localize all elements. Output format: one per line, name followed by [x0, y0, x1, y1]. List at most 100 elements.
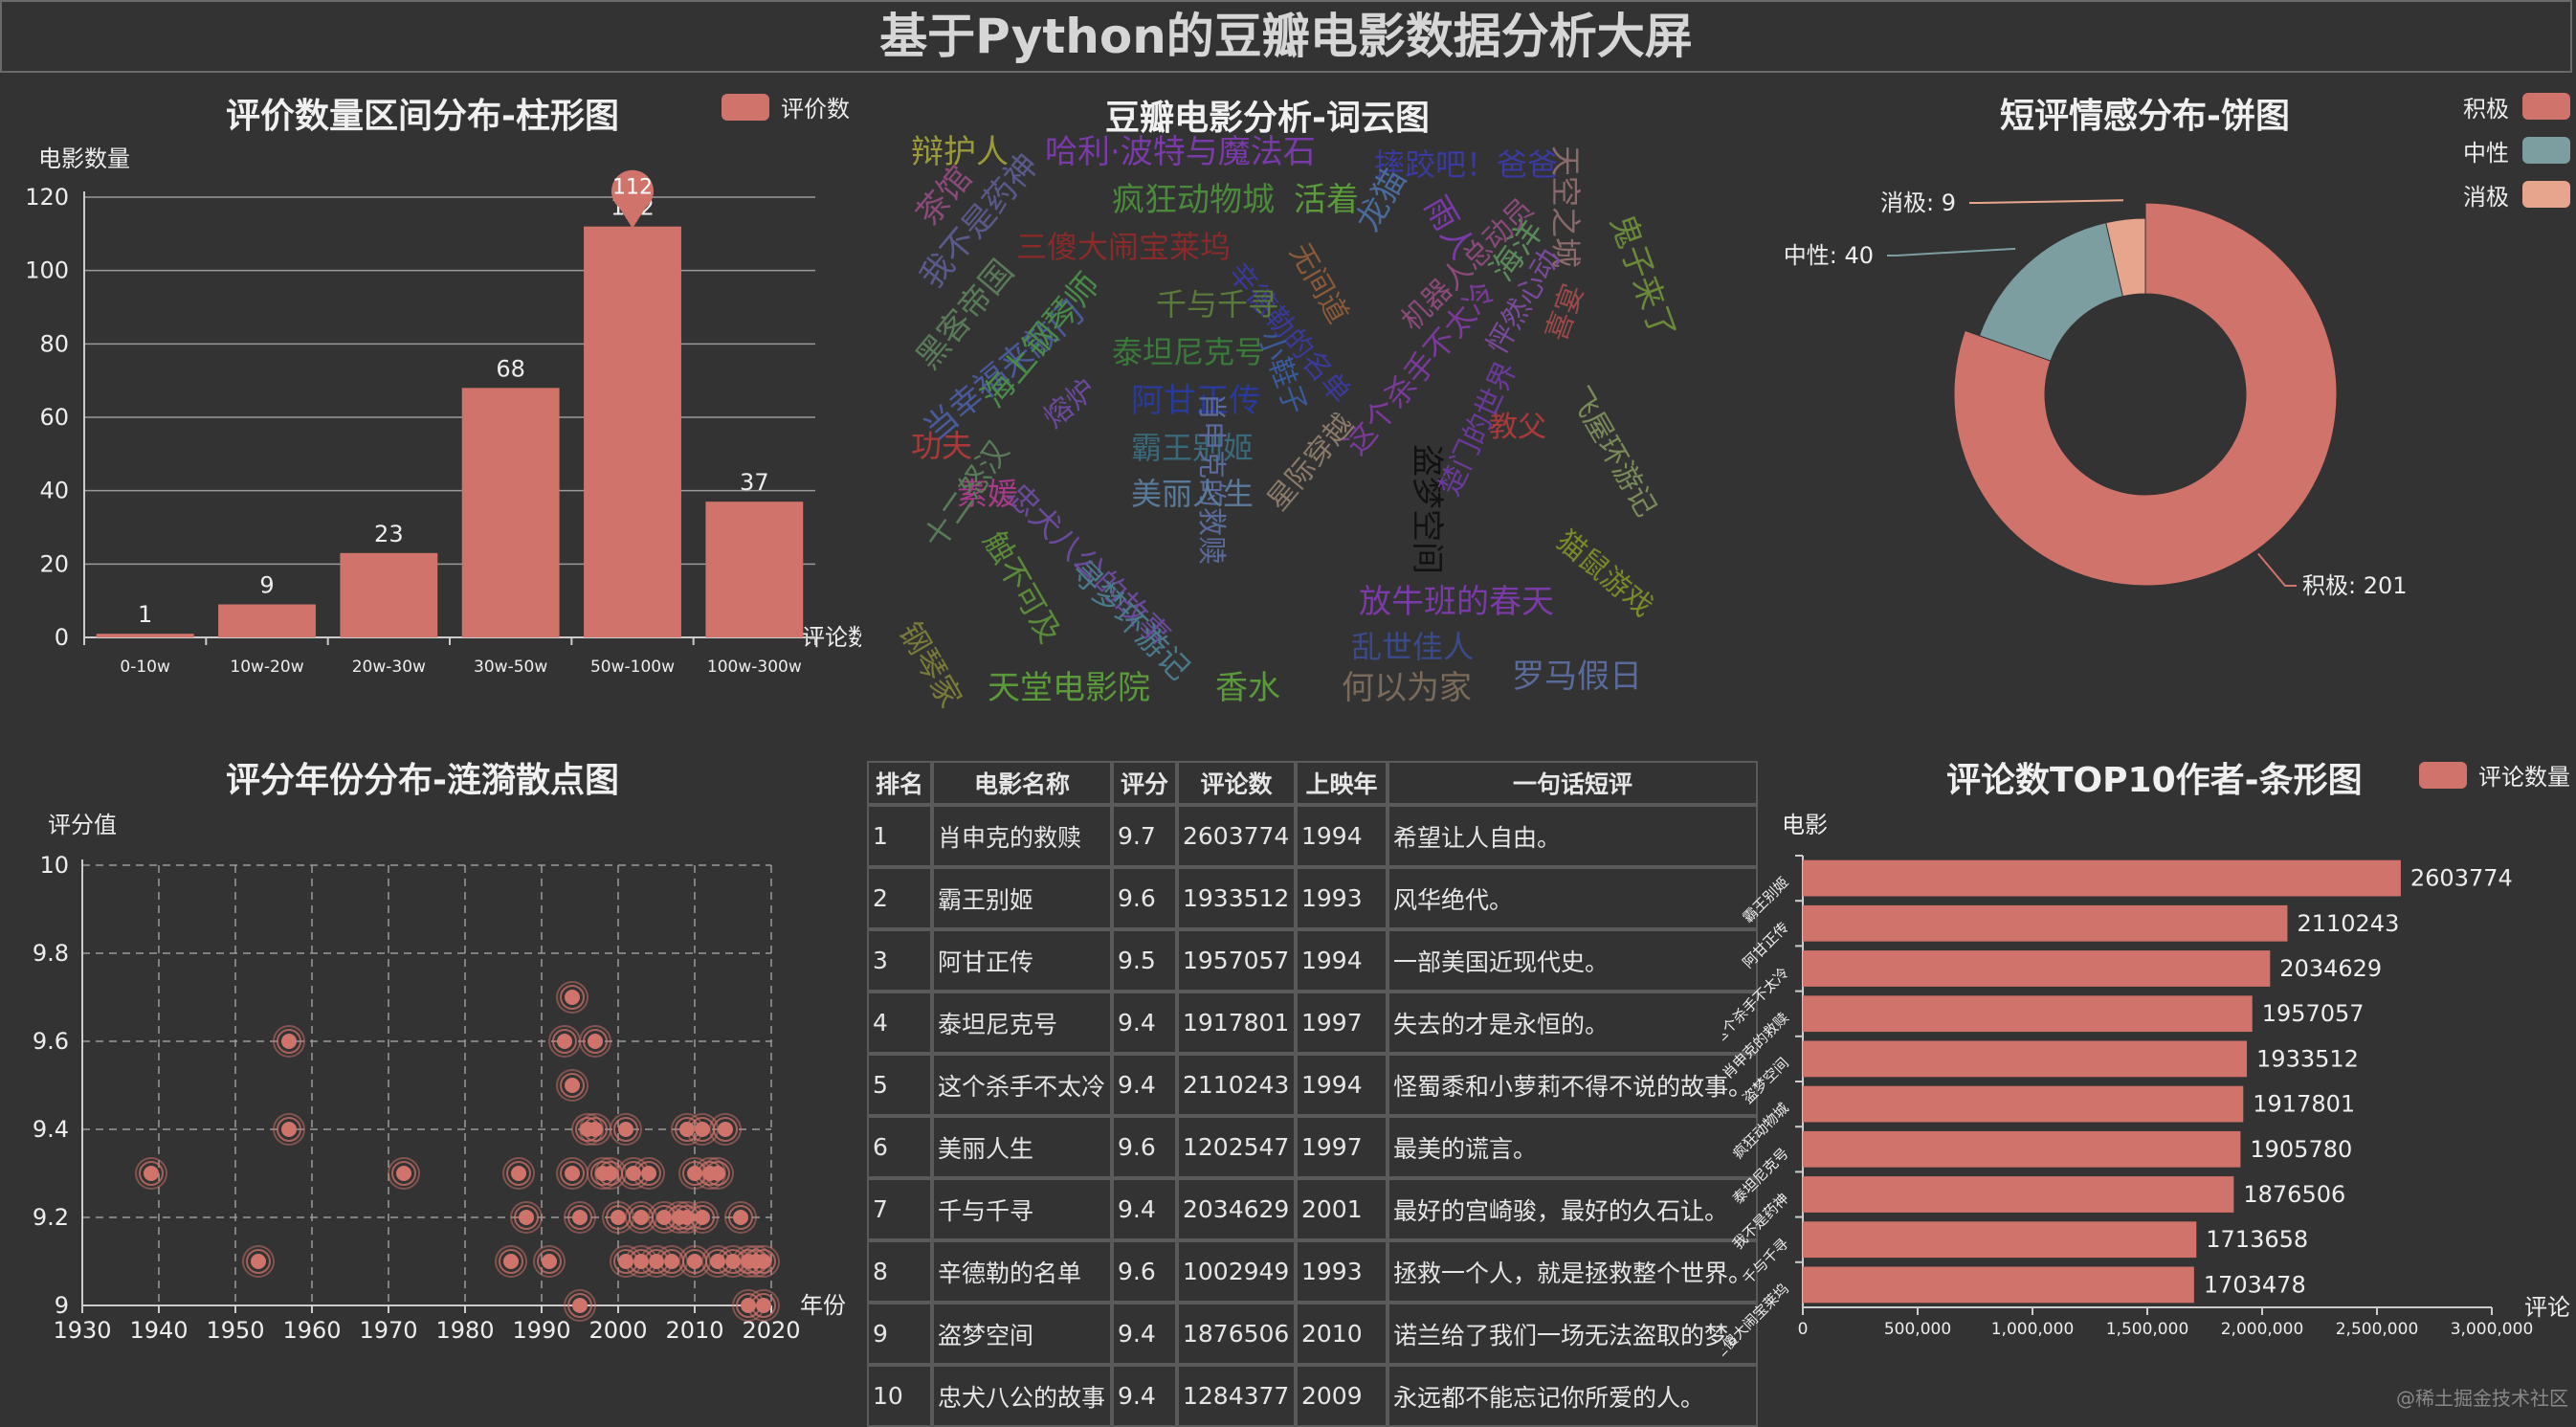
table-cell: 拯救一个人，就是拯救整个世界。: [1388, 1240, 1759, 1303]
legend-item-positive[interactable]: 积极: [2463, 84, 2570, 128]
pie-label-line: [1969, 199, 2123, 204]
bar-50w-100w: [584, 226, 681, 637]
table-cell: 9.4: [1112, 992, 1177, 1054]
table-cell: 忠犬八公的故事: [932, 1365, 1112, 1427]
table-cell: 诺兰给了我们一场无法盗取的梦。: [1388, 1303, 1759, 1365]
table-row: 7 千与千寻 9.4 2034629 2001 最好的宫崎骏，最好的久石让。: [867, 1178, 1759, 1240]
table-cell: 1993: [1296, 867, 1388, 929]
table-cell: 阿甘正传: [932, 929, 1112, 992]
table-row: 3 阿甘正传 9.5 1957057 1994 一部美国近现代史。: [867, 929, 1759, 992]
y-tick-label: 0: [55, 624, 69, 651]
hbar-chart-panel: 评论数TOP10作者-条形图 评论数量 电影 评论 0 500,000 1,000,00…: [1722, 737, 2576, 1416]
pie-slice-消极: [2105, 217, 2146, 298]
pie-slice-中性: [1978, 222, 2124, 362]
scatter-point: [556, 1069, 588, 1102]
x-tick-label: 2,000,000: [2221, 1320, 2304, 1339]
bar-value-label: 1713658: [2206, 1226, 2308, 1253]
y-tick-label: 9.8: [33, 940, 69, 967]
wordcloud-word: 功夫: [911, 428, 973, 464]
scatter-point: [556, 1157, 588, 1190]
max-marker-label: 112: [612, 176, 653, 200]
table-cell: 1994: [1296, 1054, 1388, 1116]
bar-value-label: 1876506: [2243, 1181, 2345, 1208]
hbar-chart-legend[interactable]: 评论数量: [2419, 758, 2570, 792]
table-cell: 怪蜀黍和小萝莉不得不说的故事。: [1388, 1054, 1759, 1116]
hbar-这个杀手不太冷: [1803, 950, 2271, 987]
wordcloud-word: 放牛班的春天: [1359, 583, 1554, 621]
wordcloud-word: 寻梦环游记: [1063, 552, 1198, 687]
pie-slice-label: 中性: 40: [1784, 242, 1874, 269]
bar-chart-legend[interactable]: 评价数: [722, 90, 850, 123]
table-cell: 6: [867, 1116, 932, 1178]
scatter-point: [709, 1113, 742, 1146]
wordcloud-word: 星际穿越: [1260, 408, 1361, 518]
y-tick-label: 9: [55, 1292, 69, 1319]
table-cell: 9.6: [1112, 867, 1177, 929]
table-row: 6 美丽人生 9.6 1202547 1997 最美的谎言。: [867, 1116, 1759, 1178]
hbar-阿甘正传: [1803, 904, 2288, 942]
legend-swatch: [2522, 181, 2570, 208]
wordcloud-word: 天空之城: [1547, 145, 1584, 269]
legend-swatch: [2419, 761, 2467, 789]
table-cell: 美丽人生: [932, 1116, 1112, 1178]
x-tick-label: 10w-20w: [230, 658, 303, 677]
bar-20w-30w: [340, 552, 438, 637]
table-cell: 2010: [1296, 1303, 1388, 1365]
pie-chart-legend[interactable]: 积极 中性 消极: [2463, 84, 2570, 216]
legend-label: 积极: [2463, 95, 2509, 123]
y-tick-label: 80: [39, 330, 69, 357]
table-cell: 9.7: [1112, 805, 1177, 867]
table-cell: 1202547: [1177, 1116, 1296, 1178]
table-row: 10 忠犬八公的故事 9.4 1284377 2009 永远都不能忘记你所爱的人。: [867, 1365, 1759, 1427]
x-tick-label: 2010: [665, 1317, 723, 1344]
table-cell: 7: [867, 1178, 932, 1240]
wordcloud-word: 罗马假日: [1512, 658, 1642, 696]
wordcloud-word: 天堂电影院: [988, 669, 1150, 707]
table-cell: 希望让人自由。: [1388, 805, 1759, 867]
table-cell: 盗梦空间: [932, 1303, 1112, 1365]
y-tick-label: 10: [39, 852, 69, 879]
page-title: 基于Python的豆瓣电影数据分析大屏: [0, 0, 2572, 73]
table-header-cell: 评论数: [1177, 761, 1296, 805]
table-cell: 霸王别姬: [932, 867, 1112, 929]
legend-label: 中性: [2463, 139, 2509, 167]
table-row: 8 辛德勒的名单 9.6 1002949 1993 拯救一个人，就是拯救整个世界。: [867, 1240, 1759, 1303]
y-tick-label: 三傻大闹宝莱坞: [1722, 1281, 1792, 1364]
x-tick-label: 1990: [512, 1317, 570, 1344]
bar-value-label: 2034629: [2279, 955, 2382, 982]
scatter-point: [502, 1157, 535, 1190]
x-tick-label: 2020: [742, 1317, 800, 1344]
hbar-霸王别姬: [1803, 859, 2401, 897]
wordcloud-word: 猫鼠游戏: [1549, 524, 1659, 624]
table-cell: 1997: [1296, 992, 1388, 1054]
x-tick-label: 100w-300w: [707, 658, 802, 677]
table-cell: 8: [867, 1240, 932, 1303]
table-cell: 1917801: [1177, 992, 1296, 1054]
wordcloud-word: 乱世佳人: [1351, 629, 1475, 665]
wordcloud-word: 活着: [1294, 181, 1359, 219]
y-tick-label: 9.2: [33, 1204, 69, 1231]
pie-chart-title: 短评情感分布-饼图: [2000, 97, 2290, 136]
x-tick-label: 1,500,000: [2106, 1320, 2189, 1339]
x-tick-label: 20w-30w: [352, 658, 426, 677]
table-cell: 9.4: [1112, 1365, 1177, 1427]
x-tick-label: 1950: [206, 1317, 264, 1344]
scatter-point: [510, 1201, 543, 1234]
legend-item-neutral[interactable]: 中性: [2463, 128, 2570, 172]
y-axis-label: 电影数量: [38, 145, 130, 172]
wordcloud-word: 教父: [1489, 411, 1546, 444]
table-cell: 9.6: [1112, 1240, 1177, 1303]
legend-item-negative[interactable]: 消极: [2463, 172, 2570, 216]
x-tick-label: 1930: [53, 1317, 111, 1344]
scatter-point: [564, 1201, 596, 1234]
bar-30w-50w: [461, 388, 560, 637]
wordcloud-word: 钢琴家: [891, 615, 969, 714]
bar-value-label: 23: [374, 521, 404, 547]
pie-label-line: [2257, 552, 2297, 587]
table-cell: 1993: [1296, 1240, 1388, 1303]
table-cell: 10: [867, 1365, 932, 1427]
table-cell: 2603774: [1177, 805, 1296, 867]
table-cell: 辛德勒的名单: [932, 1240, 1112, 1303]
scatter-point: [579, 1025, 611, 1058]
